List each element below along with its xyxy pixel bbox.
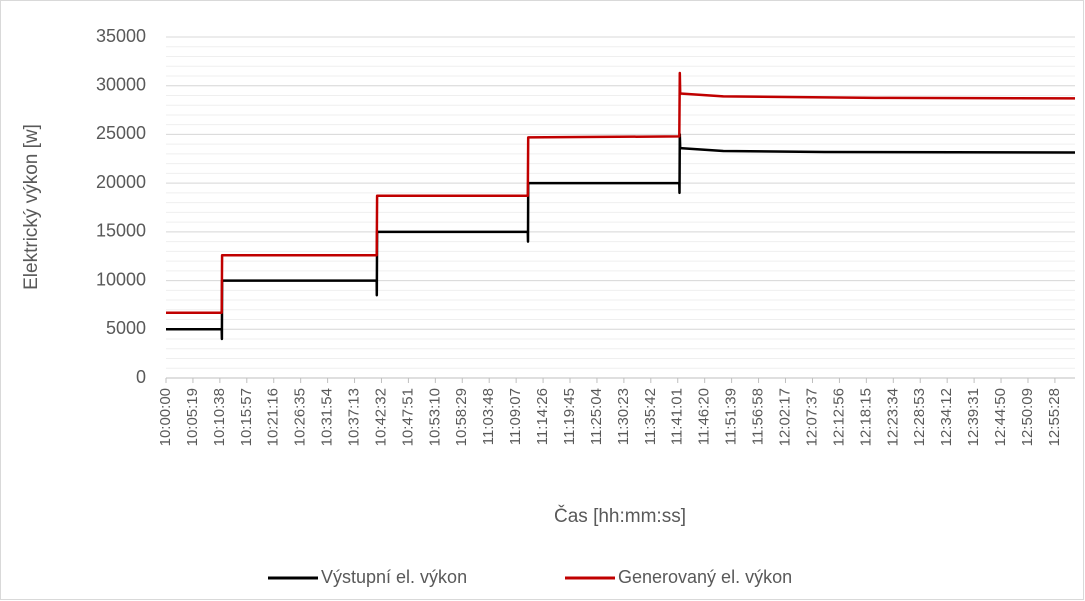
x-tick-label: 11:30:23: [615, 388, 632, 445]
x-tick-label: 12:18:15: [857, 388, 874, 446]
y-tick-label: 35000: [96, 26, 146, 46]
x-tick-label: 11:35:42: [642, 388, 659, 445]
x-tick-label: 12:23:34: [884, 388, 901, 446]
x-tick-label: 11:03:48: [480, 388, 497, 445]
x-tick-label: 10:31:54: [319, 388, 336, 446]
legend-label: Generovaný el. výkon: [618, 567, 792, 587]
y-tick-label: 10000: [96, 269, 146, 289]
x-tick-label: 12:44:50: [992, 388, 1009, 446]
legend-label: Výstupní el. výkon: [321, 567, 467, 587]
x-axis-title: Čas [hh:mm:ss]: [554, 505, 686, 527]
x-tick-label: 10:21:16: [265, 388, 282, 446]
x-tick-label: 10:10:38: [211, 388, 228, 446]
y-tick-label: 5000: [106, 318, 146, 338]
x-tick-label: 10:47:51: [399, 388, 416, 446]
x-tick-label: 12:28:53: [911, 388, 928, 446]
x-tick-label: 12:55:28: [1046, 388, 1063, 446]
x-tick-label: 11:19:45: [561, 388, 578, 445]
x-tick-label: 11:41:01: [669, 388, 686, 445]
x-tick-label: 10:58:29: [453, 388, 470, 446]
x-tick-label: 12:12:56: [830, 388, 847, 446]
x-tick-label: 11:09:07: [507, 388, 524, 445]
x-tick-label: 11:56:58: [750, 388, 767, 445]
x-tick-label: 12:07:37: [803, 388, 820, 446]
series-line: [166, 71, 1076, 314]
x-tick-label: 10:15:57: [238, 388, 255, 446]
x-tick-label: 11:14:26: [534, 388, 551, 445]
y-tick-label: 25000: [96, 123, 146, 143]
x-tick-label: 12:34:12: [938, 388, 955, 446]
x-tick-label: 12:39:31: [965, 388, 982, 446]
y-axis-title: Elektrický výkon [w]: [21, 124, 42, 290]
y-tick-label: 0: [136, 367, 146, 387]
x-tick-label: 11:25:04: [588, 388, 605, 445]
y-tick-label: 30000: [96, 74, 146, 94]
y-tick-label: 20000: [96, 172, 146, 192]
x-tick-label: 10:05:19: [184, 388, 201, 446]
x-tick-label: 12:02:17: [776, 388, 793, 446]
x-tick-label: 10:37:13: [346, 388, 363, 446]
x-tick-label: 10:26:35: [292, 388, 309, 446]
y-tick-label: 15000: [96, 221, 146, 241]
x-tick-label: 12:50:09: [1019, 388, 1036, 446]
x-tick-label: 10:53:10: [426, 388, 443, 446]
x-tick-label: 11:46:20: [696, 388, 713, 445]
x-tick-label: 10:42:32: [372, 388, 389, 446]
x-tick-label: 11:51:39: [723, 388, 740, 445]
x-tick-label: 10:00:00: [157, 388, 174, 446]
